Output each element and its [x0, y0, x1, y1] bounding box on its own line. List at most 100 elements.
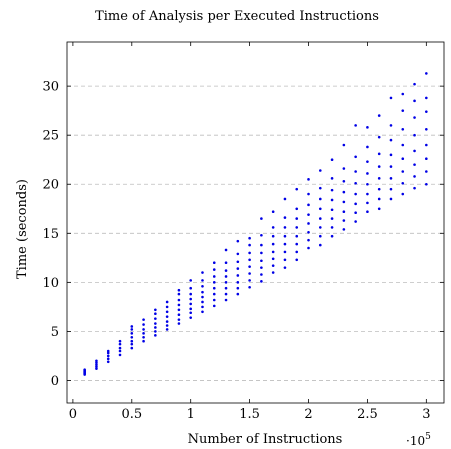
- data-point: [425, 157, 428, 161]
- data-point: [106, 360, 110, 364]
- data-point: [330, 217, 334, 220]
- data-point: [212, 292, 216, 296]
- data-point: [154, 312, 157, 316]
- y-tick-label: 30: [42, 80, 59, 95]
- data-point: [318, 243, 322, 247]
- data-point: [377, 135, 381, 139]
- y-tick-label: 0: [51, 374, 59, 389]
- data-point: [130, 339, 134, 343]
- data-point: [118, 339, 122, 343]
- data-point: [260, 259, 263, 263]
- grid-lines: [67, 85, 444, 381]
- data-point: [118, 346, 122, 350]
- data-point: [154, 326, 157, 329]
- data-point: [283, 234, 287, 238]
- data-point: [224, 286, 228, 290]
- data-point: [354, 170, 357, 173]
- data-point: [106, 357, 110, 361]
- data-point: [271, 226, 275, 229]
- data-point: [95, 363, 98, 367]
- x-tick-label: 2: [304, 407, 312, 422]
- data-point: [377, 165, 381, 168]
- data-point: [425, 182, 428, 186]
- data-point: [212, 268, 216, 271]
- data-point: [425, 96, 428, 100]
- data-point: [295, 234, 299, 238]
- data-point: [377, 114, 381, 117]
- data-point: [177, 298, 181, 302]
- x-scale-base: ·10: [406, 434, 425, 448]
- chart-title: Time of Analysis per Executed Instructio…: [95, 9, 379, 24]
- data-point: [271, 271, 275, 274]
- data-point: [154, 330, 157, 333]
- data-point: [283, 242, 287, 246]
- data-point: [307, 192, 310, 196]
- y-tick-label: 15: [42, 227, 59, 242]
- data-point: [354, 124, 357, 127]
- data-point: [307, 246, 310, 250]
- data-point: [366, 126, 369, 129]
- data-point: [413, 186, 416, 190]
- data-point: [413, 82, 416, 86]
- data-point: [389, 197, 393, 201]
- data-point: [366, 160, 369, 163]
- data-point: [354, 202, 357, 206]
- data-point: [389, 124, 393, 127]
- data-point: [271, 264, 275, 267]
- data-point: [389, 96, 393, 100]
- data-point: [165, 328, 169, 331]
- data-point: [283, 258, 287, 262]
- data-point: [106, 349, 110, 353]
- data-point: [177, 292, 181, 296]
- data-point: [413, 99, 416, 103]
- data-point: [83, 368, 86, 371]
- x-tick-label: 1: [187, 407, 195, 422]
- data-point: [224, 275, 228, 278]
- data-point: [248, 265, 251, 268]
- data-point: [295, 250, 299, 254]
- data-point: [271, 234, 275, 238]
- x-scale-multiplier: ·105: [406, 432, 431, 448]
- data-point: [212, 286, 216, 290]
- data-point: [142, 332, 145, 335]
- data-point: [271, 242, 275, 246]
- data-point: [260, 251, 263, 255]
- data-point: [401, 128, 405, 131]
- data-point: [295, 258, 299, 262]
- data-point: [130, 325, 134, 328]
- data-point: [224, 298, 228, 302]
- data-point: [318, 217, 322, 220]
- data-point: [165, 315, 169, 318]
- data-point: [95, 359, 98, 363]
- data-point: [189, 302, 193, 306]
- y-tick-label: 5: [51, 325, 59, 340]
- data-point: [189, 311, 193, 315]
- data-point: [201, 300, 204, 304]
- data-point: [118, 342, 122, 346]
- data-point: [283, 250, 287, 254]
- data-point: [201, 295, 204, 299]
- data-point: [283, 197, 287, 201]
- data-point: [342, 179, 346, 183]
- data-point: [248, 236, 251, 240]
- data-point: [260, 273, 263, 276]
- data-point: [236, 252, 240, 256]
- data-point: [318, 169, 322, 172]
- data-point: [330, 177, 334, 180]
- y-tick-label: 20: [42, 178, 59, 193]
- data-point: [212, 275, 216, 278]
- data-point: [401, 143, 405, 147]
- data-point: [425, 128, 428, 131]
- data-point: [118, 349, 122, 353]
- data-point: [189, 286, 193, 290]
- data-point: [366, 172, 369, 175]
- data-point: [318, 234, 322, 238]
- data-point: [401, 192, 405, 196]
- data-points: [83, 72, 428, 376]
- data-point: [354, 220, 357, 223]
- data-point: [142, 323, 145, 326]
- data-point: [130, 328, 134, 331]
- data-point: [318, 197, 322, 201]
- data-point: [248, 272, 251, 275]
- data-point: [212, 298, 216, 302]
